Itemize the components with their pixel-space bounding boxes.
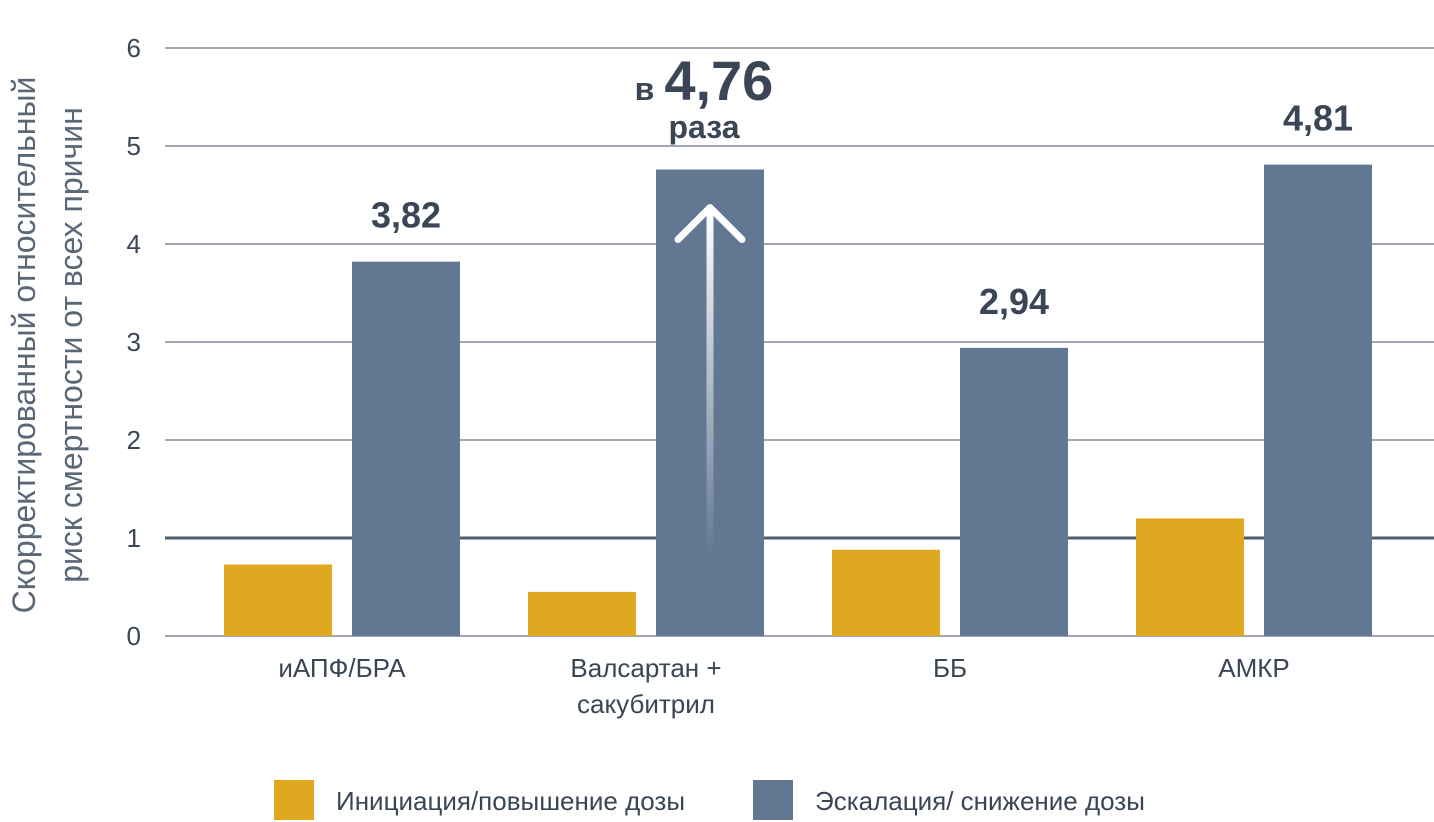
bar-initiation — [832, 549, 940, 636]
category-label: АМКР — [1218, 653, 1290, 683]
data-label: 4,81 — [1283, 98, 1353, 139]
bar-initiation — [528, 591, 636, 636]
y-tick-label: 2 — [127, 425, 141, 455]
category-label: Валсартан + — [570, 653, 721, 683]
legend-swatch — [274, 780, 314, 820]
category-label: иАПФ/БРА — [278, 653, 406, 683]
y-tick-labels: 0 1 2 3 4 5 6 — [127, 33, 141, 651]
legend-swatch — [753, 780, 793, 820]
annotation-number: 4,76 — [664, 49, 773, 112]
legend-label: Инициация/повышение дозы — [336, 786, 685, 816]
data-label: 3,82 — [371, 195, 441, 236]
y-tick-label: 4 — [127, 229, 141, 259]
annotation-value: в 4,76 — [635, 49, 774, 112]
data-label: 2,94 — [979, 281, 1049, 322]
legend-label: Эскалация/ снижение дозы — [815, 786, 1145, 816]
category-label: сакубитрил — [577, 689, 715, 719]
arrow-up-icon — [706, 211, 714, 555]
data-labels: 3,82 2,94 4,81 — [371, 98, 1353, 322]
category-labels: иАПФ/БРА Валсартан + сакубитрил ББ АМКР — [278, 653, 1289, 719]
category-label: ББ — [933, 653, 967, 683]
bar-initiation — [224, 564, 332, 636]
annotation: в 4,76 раза — [635, 49, 774, 555]
y-tick-label: 0 — [127, 621, 141, 651]
y-axis-label-line2: риск смертности от всех причин — [53, 107, 89, 582]
annotation-prefix: в — [635, 71, 655, 107]
y-axis-label: Скорректированный относительный риск сме… — [6, 77, 89, 614]
arrow-head-icon — [674, 204, 746, 244]
y-tick-label: 3 — [127, 327, 141, 357]
y-axis-label-line1: Скорректированный относительный — [6, 77, 42, 614]
legend: Инициация/повышение дозы Эскалация/ сниже… — [274, 780, 1145, 820]
y-tick-label: 5 — [127, 131, 141, 161]
annotation-suffix: раза — [668, 109, 739, 145]
bar-escalation — [352, 261, 460, 636]
y-tick-label: 1 — [127, 523, 141, 553]
y-tick-label: 6 — [127, 33, 141, 63]
bar-initiation — [1136, 518, 1244, 636]
bar-escalation — [1264, 164, 1372, 636]
bar-escalation — [960, 347, 1068, 636]
